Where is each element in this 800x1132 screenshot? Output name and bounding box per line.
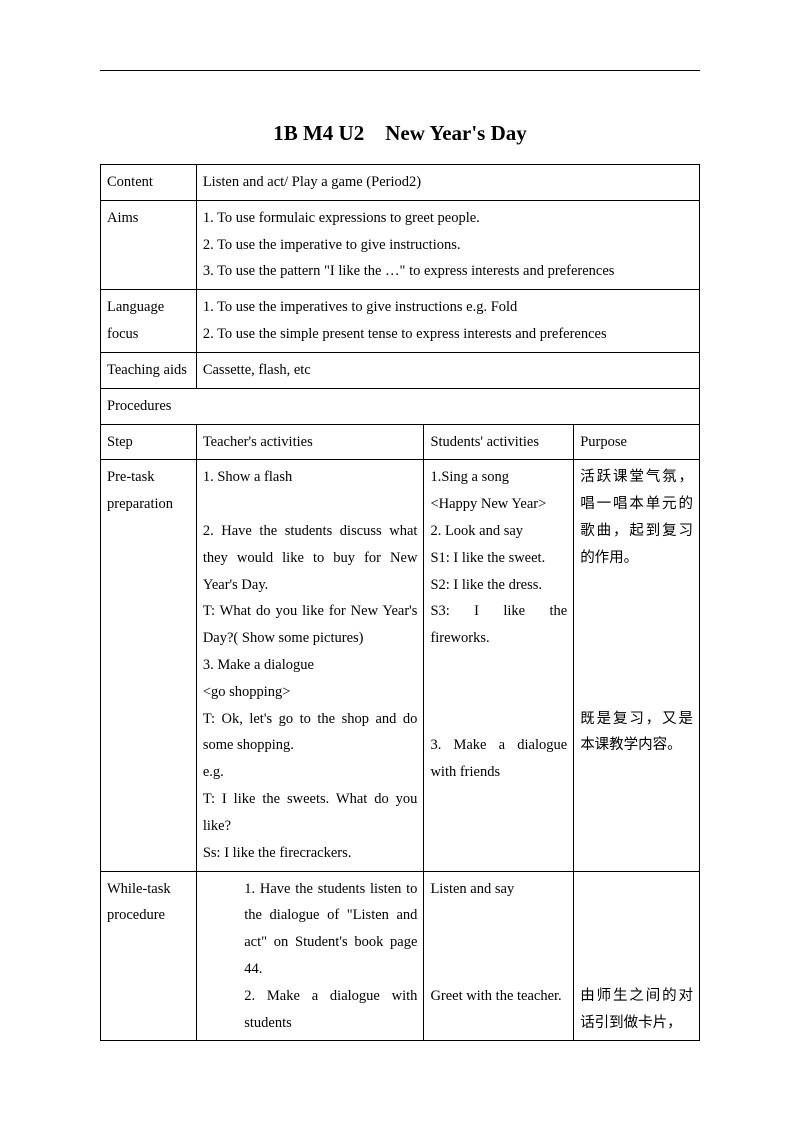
pretask-step: Pre-task preparation <box>101 460 197 871</box>
aids-row: Teaching aids Cassette, flash, etc <box>101 352 700 388</box>
whiletask-row: While-task procedure 1. Have the student… <box>101 871 700 1041</box>
whiletask-step: While-task procedure <box>101 871 197 1041</box>
whiletask-purpose: 由师生之间的对话引到做卡片， <box>574 871 700 1041</box>
content-row: Content Listen and act/ Play a game (Per… <box>101 165 700 201</box>
focus-row: Language focus 1. To use the imperatives… <box>101 290 700 353</box>
whiletask-teacher: 1. Have the students listen to the dialo… <box>238 871 424 1041</box>
pretask-row: Pre-task preparation 1. Show a flash 2. … <box>101 460 700 871</box>
procedures-row: Procedures <box>101 388 700 424</box>
focus-value: 1. To use the imperatives to give instru… <box>196 290 699 353</box>
step-header: Step <box>101 424 197 460</box>
focus-label: Language focus <box>101 290 197 353</box>
aims-row: Aims 1. To use formulaic expressions to … <box>101 200 700 289</box>
content-label: Content <box>101 165 197 201</box>
pretask-teacher: 1. Show a flash 2. Have the students dis… <box>196 460 424 871</box>
whiletask-pad <box>196 871 238 1041</box>
header-rule <box>100 70 700 71</box>
header-row: Step Teacher's activities Students' acti… <box>101 424 700 460</box>
document-title: 1B M4 U2 New Year's Day <box>100 121 700 146</box>
aims-value: 1. To use formulaic expressions to greet… <box>196 200 699 289</box>
pretask-purpose: 活跃课堂气氛，唱一唱本单元的歌曲，起到复习的作用。 既是复习，又是本课教学内容。 <box>574 460 700 871</box>
teacher-header: Teacher's activities <box>196 424 424 460</box>
procedures-label: Procedures <box>101 388 700 424</box>
students-header: Students' activities <box>424 424 574 460</box>
lesson-plan-table: Content Listen and act/ Play a game (Per… <box>100 164 700 1041</box>
page: 1B M4 U2 New Year's Day Content Listen a… <box>0 0 800 1132</box>
content-value: Listen and act/ Play a game (Period2) <box>196 165 699 201</box>
whiletask-students: Listen and say Greet with the teacher. <box>424 871 574 1041</box>
aims-label: Aims <box>101 200 197 289</box>
purpose-header: Purpose <box>574 424 700 460</box>
aids-value: Cassette, flash, etc <box>196 352 699 388</box>
aids-label: Teaching aids <box>101 352 197 388</box>
pretask-students: 1.Sing a song<Happy New Year>2. Look and… <box>424 460 574 871</box>
